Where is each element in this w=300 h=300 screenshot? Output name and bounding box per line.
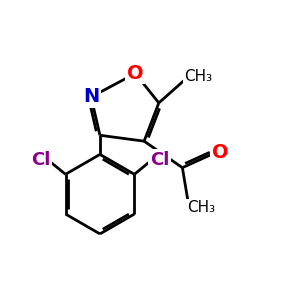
Text: CH₃: CH₃ [184,70,213,85]
Text: Cl: Cl [31,151,50,169]
Text: CH₃: CH₃ [188,200,216,215]
Text: Cl: Cl [150,151,169,169]
Text: O: O [127,64,144,83]
Text: N: N [83,88,99,106]
Text: O: O [212,143,228,162]
